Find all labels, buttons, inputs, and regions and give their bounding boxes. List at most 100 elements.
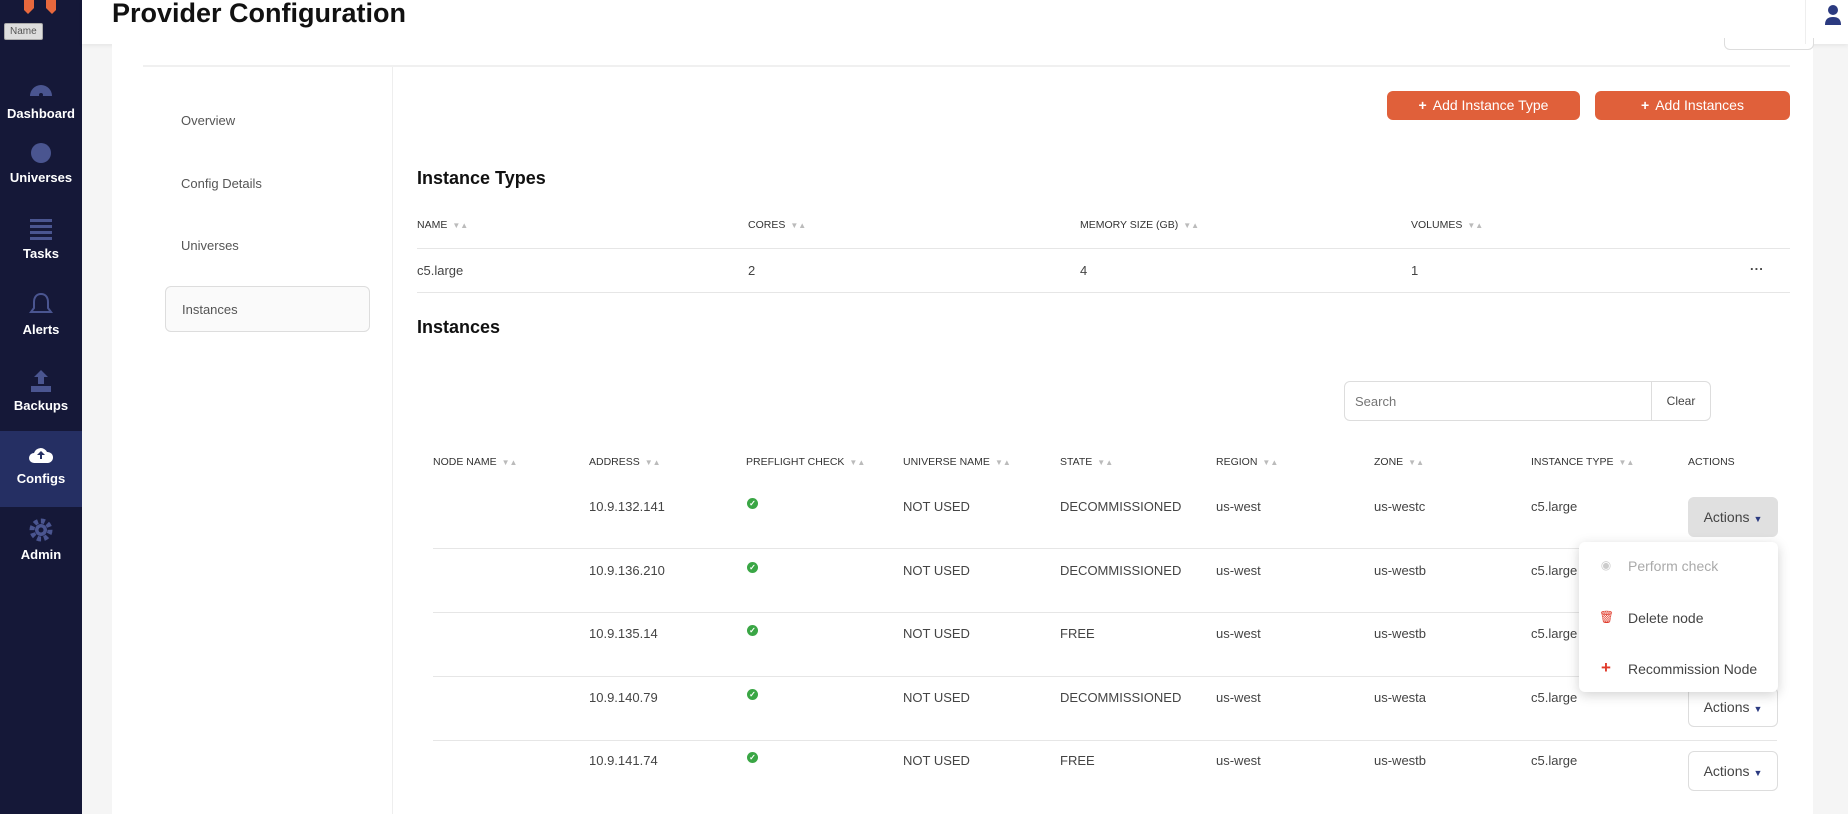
plus-icon: +	[1641, 97, 1650, 113]
cell-state: DECOMMISSIONED	[1060, 499, 1182, 514]
check-circle-icon: ✓	[747, 562, 758, 573]
top-header	[82, 0, 1848, 44]
section-title-instances: Instances	[417, 317, 501, 337]
section-title-instance-types: Instance Types	[417, 168, 546, 188]
menu-item-delete-node[interactable]: 🗑 Delete node	[1599, 610, 1704, 626]
gear-icon	[29, 518, 53, 542]
divider	[417, 292, 1790, 293]
column-header-label: ADDRESS	[589, 456, 640, 468]
sidebar-item-backups[interactable]: Backups	[0, 358, 82, 434]
column-header-label: NODE NAME	[433, 456, 497, 468]
user-icon[interactable]	[1824, 4, 1842, 26]
plus-icon: +	[1418, 97, 1427, 113]
sidebar-item-dashboard[interactable]: Dashboard	[0, 66, 82, 142]
check-circle-icon: ✓	[747, 625, 758, 636]
sidebar-item-label: Tasks	[23, 246, 59, 261]
page-title: Provider Configuration	[112, 0, 407, 28]
cell-region: us-west	[1216, 563, 1261, 578]
column-header-actions: ACTIONS	[1688, 456, 1735, 468]
column-header-region[interactable]: REGION ▼▲	[1216, 456, 1278, 468]
sort-icon[interactable]: ▼▲	[849, 458, 866, 467]
more-options-icon[interactable]: ...	[1750, 258, 1764, 273]
cell-universe: NOT USED	[903, 499, 970, 514]
caret-down-icon: ▼	[1753, 704, 1763, 714]
sort-icon[interactable]: ▼▲	[1097, 458, 1114, 467]
search-input[interactable]	[1344, 381, 1652, 421]
sort-icon[interactable]: ▼▲	[1262, 458, 1279, 467]
clear-button[interactable]: Clear	[1652, 381, 1711, 421]
add-instance-type-button[interactable]: + Add Instance Type	[1387, 91, 1580, 120]
caret-down-icon: ▼	[1753, 514, 1763, 524]
tooltip: Name	[4, 23, 43, 40]
add-instances-button[interactable]: + Add Instances	[1595, 91, 1790, 120]
column-header-node-name[interactable]: NODE NAME ▼▲	[433, 456, 517, 468]
column-header-instance-type[interactable]: INSTANCE TYPE ▼▲	[1531, 456, 1634, 468]
tab-universes[interactable]: Universes	[181, 238, 239, 253]
cell-universe: NOT USED	[903, 626, 970, 641]
actions-button[interactable]: Actions ▼	[1688, 497, 1778, 537]
tab-config-details[interactable]: Config Details	[181, 176, 262, 191]
sidebar-item-configs[interactable]: Configs	[0, 431, 82, 507]
column-header-label: REGION	[1216, 456, 1258, 468]
column-header-volumes[interactable]: VOLUMES ▼▲	[1411, 219, 1484, 231]
cell-state: DECOMMISSIONED	[1060, 563, 1182, 578]
sort-icon[interactable]: ▼▲	[501, 458, 518, 467]
cell-address: 10.9.140.79	[589, 690, 658, 705]
sidebar-item-label: Backups	[13, 398, 69, 413]
cell-state: FREE	[1060, 626, 1095, 641]
sort-icon: ▼▲	[452, 221, 469, 230]
column-header-state[interactable]: STATE ▼▲	[1060, 456, 1113, 468]
cell-cores: 2	[748, 263, 756, 278]
cell-address: 10.9.135.14	[589, 626, 658, 641]
cell-address: 10.9.136.210	[589, 563, 665, 578]
caret-down-icon: ▼	[1753, 768, 1763, 778]
cell-memory: 4	[1080, 263, 1088, 278]
upload-icon	[31, 370, 51, 392]
column-header-label: ACTIONS	[1688, 456, 1735, 468]
actions-button[interactable]: Actions ▼	[1688, 751, 1778, 791]
check-circle-icon: ✓	[747, 498, 758, 509]
sidebar-item-alerts[interactable]: Alerts	[0, 282, 82, 358]
cell-volumes: 1	[1411, 263, 1419, 278]
cell-universe: NOT USED	[903, 753, 970, 768]
logo-icon[interactable]	[22, 0, 58, 20]
column-header-preflight-check[interactable]: PREFLIGHT CHECK ▼▲	[746, 456, 865, 468]
cell-type: c5.large	[1531, 753, 1578, 768]
bell-icon	[29, 292, 53, 313]
tab-overview[interactable]: Overview	[181, 113, 236, 128]
sort-icon[interactable]: ▼▲	[1618, 458, 1635, 467]
column-header-universe-name[interactable]: UNIVERSE NAME ▼▲	[903, 456, 1011, 468]
cell-zone: us-westb	[1374, 563, 1427, 578]
column-header-label: PREFLIGHT CHECK	[746, 456, 845, 468]
sort-icon[interactable]: ▼▲	[994, 458, 1011, 467]
column-header-label: UNIVERSE NAME	[903, 456, 990, 468]
trash-icon: 🗑	[1599, 610, 1615, 624]
column-header-memory[interactable]: MEMORY SIZE (GB) ▼▲	[1080, 219, 1200, 231]
sidebar: Name Dashboard Universes Tasks Alerts Ba…	[0, 0, 82, 814]
cell-zone: us-westb	[1374, 626, 1427, 641]
sidebar-item-admin[interactable]: Admin	[0, 507, 82, 583]
sort-icon[interactable]: ▼▲	[1408, 458, 1425, 467]
menu-item-recommission-node[interactable]: + Recommission Node	[1579, 649, 1778, 689]
column-header-zone[interactable]: ZONE ▼▲	[1374, 456, 1424, 468]
button-label: Actions	[1703, 763, 1750, 779]
cell-zone: us-westa	[1374, 690, 1427, 705]
column-header-cores[interactable]: CORES ▼▲	[748, 219, 807, 231]
button-label: Actions	[1703, 509, 1750, 525]
dashboard-icon	[30, 85, 52, 97]
menu-item-perform-check[interactable]: ◉ Perform check	[1600, 558, 1719, 574]
column-header-name[interactable]: NAME ▼▲	[417, 219, 469, 231]
cell-region: us-west	[1216, 690, 1261, 705]
sidebar-item-universes[interactable]: Universes	[0, 130, 82, 206]
actions-button[interactable]: Actions ▼	[1688, 687, 1778, 727]
sort-icon[interactable]: ▼▲	[644, 458, 661, 467]
divider	[392, 67, 393, 814]
row-divider	[433, 612, 1777, 613]
cell-address: 10.9.132.141	[589, 499, 665, 514]
column-header-address[interactable]: ADDRESS ▼▲	[589, 456, 661, 468]
cell-state: DECOMMISSIONED	[1060, 690, 1182, 705]
sidebar-item-tasks[interactable]: Tasks	[0, 206, 82, 282]
hidden-button[interactable]	[1724, 38, 1814, 50]
tab-instances[interactable]: Instances	[165, 286, 370, 332]
column-header-label: STATE	[1060, 456, 1093, 468]
